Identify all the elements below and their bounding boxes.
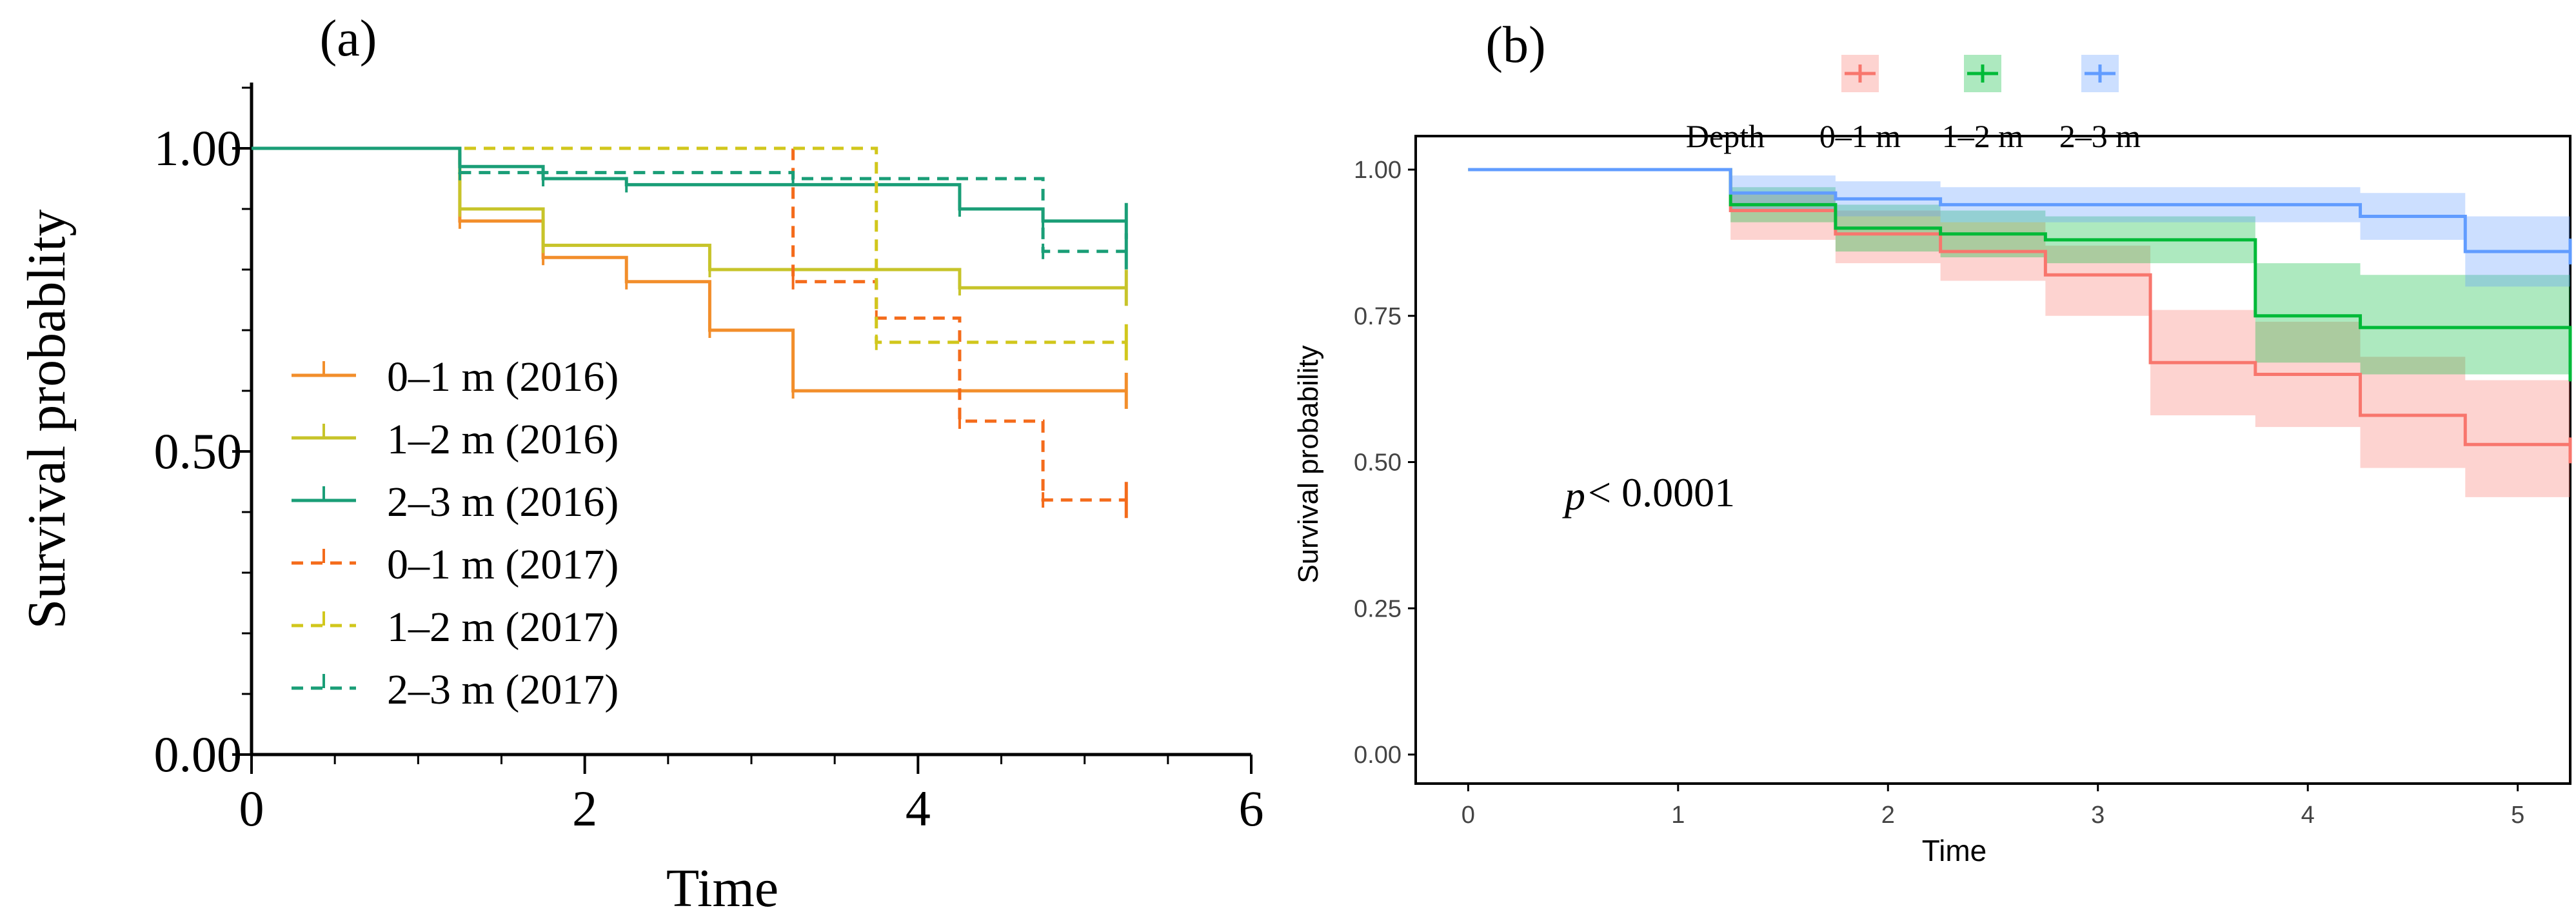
panel-a-series-line-3 [252, 146, 1127, 223]
panel-b-ticks: 0.00 0.25 0.50 0.75 1.00 0 1 2 3 4 5 [1354, 157, 2524, 829]
panel-a-series-line-6 [252, 146, 1127, 253]
panel-a-legend-label: 1–2 m (2016) [387, 416, 619, 463]
panel-a-lines [252, 146, 1128, 519]
panel-b-legend-label: 1–2 m [1942, 118, 2024, 154]
panel-a-legend: 0–1 m (2016) 1–2 m (2016) 2–3 m (2016) 0–1 … [292, 353, 619, 713]
panel-a-y-tick-label: 1.00 [154, 120, 243, 176]
panel-b-label: (b) [1485, 17, 1545, 74]
panel-b-y-tick-label: 0.50 [1354, 450, 1402, 477]
panel-a-legend-label: 1–2 m (2017) [387, 604, 619, 651]
panel-b-series-line-2 [1468, 168, 2572, 369]
panel-b-y-tick-label: 0.75 [1354, 303, 1402, 330]
panel-b-y-tick-label: 0.25 [1354, 595, 1402, 622]
panel-b-legend: Depth 0–1 m 1–2 m 2–3 m [1686, 55, 2141, 154]
panel-b-x-tick-label: 2 [1881, 802, 1895, 829]
panel-a-y-label: Survival probablity [17, 210, 77, 629]
panel-a-y-tick-label: 0.50 [154, 423, 243, 479]
panel-a-series-line-5 [252, 146, 1127, 344]
panel-a-legend-label: 0–1 m (2016) [387, 353, 619, 400]
panel-b-y-label: Survival probability [1293, 345, 1324, 583]
panel-b-ci-band-3 [1468, 170, 2570, 287]
panel-b-ci-band-2 [1468, 170, 2570, 375]
panel-b-x-tick-label: 0 [1461, 802, 1475, 829]
panel-b-legend-label: 2–3 m [2059, 118, 2141, 154]
panel-a-x-label: Time [666, 858, 778, 918]
panel-b-x-tick-label: 1 [1671, 802, 1685, 829]
panel-b-series-line-3 [1468, 168, 2570, 253]
panel-a-series-line-4 [252, 146, 1127, 502]
panel-a: (a) 0.00 0.50 1.00 0 2 4 6 0–1 m (2016) 1–2 m (… [17, 10, 1264, 918]
panel-a-x-tick-label: 6 [1239, 780, 1264, 836]
panel-b-x-tick-label: 4 [2301, 802, 2315, 829]
panel-b: (b) 0.00 0.25 0.50 0.75 1.00 0 1 2 3 4 5 Depth 0–1… [1293, 17, 2572, 867]
panel-a-label: (a) [320, 10, 377, 67]
panel-b-confidence-bands [1468, 170, 2570, 497]
panel-a-y-tick-label: 0.00 [154, 726, 243, 782]
panel-b-ci-band-1 [1468, 170, 2570, 497]
panel-b-p-value: < 0.0001 [1588, 469, 1735, 515]
panel-b-p-symbol: p [1562, 473, 1585, 519]
panel-a-legend-label: 2–3 m (2016) [387, 479, 619, 526]
panel-b-y-tick-label: 0.00 [1354, 742, 1402, 769]
panel-a-series-line-2 [252, 146, 1127, 290]
panel-a-x-tick-label: 4 [906, 780, 931, 836]
panel-b-x-label: Time [1922, 834, 1987, 867]
panel-a-legend-label: 0–1 m (2017) [387, 541, 619, 588]
panel-b-lines [1468, 168, 2572, 464]
panel-b-legend-title: Depth [1686, 118, 1765, 154]
panel-a-x-tick-label: 0 [239, 780, 264, 836]
panel-a-x-tick-label: 2 [572, 780, 597, 836]
panel-b-legend-label: 0–1 m [1819, 118, 1901, 154]
panel-a-ticks: 0.00 0.50 1.00 0 2 4 6 [154, 86, 1264, 836]
panel-b-x-tick-label: 3 [2091, 802, 2105, 829]
panel-b-y-tick-label: 1.00 [1354, 157, 1402, 184]
panel-a-legend-label: 2–3 m (2017) [387, 666, 619, 713]
panel-b-x-tick-label: 5 [2511, 802, 2524, 829]
